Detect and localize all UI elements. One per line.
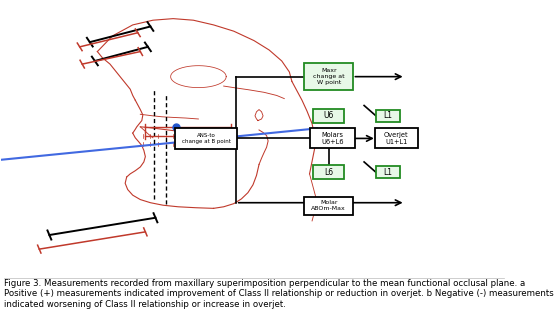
FancyBboxPatch shape	[375, 128, 418, 149]
Text: Figure 3. Measurements recorded from maxillary superimposition perpendicular to : Figure 3. Measurements recorded from max…	[4, 279, 554, 309]
FancyBboxPatch shape	[376, 110, 400, 122]
FancyBboxPatch shape	[175, 128, 237, 149]
Text: ANS-to
change at B point: ANS-to change at B point	[181, 133, 230, 144]
FancyBboxPatch shape	[376, 166, 400, 178]
FancyBboxPatch shape	[304, 63, 353, 90]
Text: L6: L6	[324, 168, 333, 177]
Text: L1: L1	[384, 111, 393, 120]
FancyBboxPatch shape	[314, 109, 344, 123]
FancyBboxPatch shape	[310, 128, 354, 149]
Text: Molar
ABOm-Max: Molar ABOm-Max	[311, 200, 346, 211]
FancyBboxPatch shape	[314, 165, 344, 179]
Text: L1: L1	[384, 168, 393, 177]
Text: Molars
U6+L6: Molars U6+L6	[321, 132, 343, 145]
Text: Overjet
U1+L1: Overjet U1+L1	[384, 132, 409, 145]
Text: Maxr
change at
W point: Maxr change at W point	[313, 68, 344, 85]
Text: U6: U6	[324, 111, 334, 120]
FancyBboxPatch shape	[304, 197, 353, 215]
